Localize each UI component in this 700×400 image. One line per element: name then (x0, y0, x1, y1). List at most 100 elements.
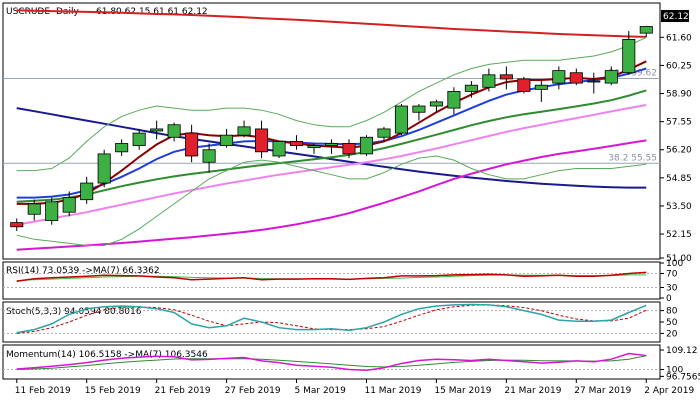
price-tick-2: 58.90 (666, 90, 692, 100)
candle-body-5 (97, 153, 111, 184)
time-label-3: 27 Feb 2019 (225, 386, 281, 396)
candle-body-11 (202, 149, 216, 163)
main-plot-frame (2, 2, 661, 260)
candle-body-1 (27, 203, 41, 215)
candle-body-13 (237, 126, 251, 136)
candle-body-20 (359, 136, 373, 155)
candle-body-18 (324, 143, 339, 146)
time-label-6: 15 Mar 2019 (434, 386, 491, 396)
candle-body-30 (534, 84, 548, 90)
time-label-2: 21 Feb 2019 (155, 386, 211, 396)
price-tick-8: 51.00 (666, 254, 692, 264)
price-tick-5: 54.85 (666, 174, 692, 184)
stoch-title: Stoch(5,3,3) 94.0594 80.8016 (6, 307, 142, 317)
candle-body-21 (377, 128, 391, 138)
instrument-label: USCRUDE (6, 7, 50, 17)
momentum-line (16, 352, 647, 372)
candle-body-6 (115, 143, 129, 153)
candle-body-16 (290, 141, 304, 146)
candle-body-3 (62, 197, 76, 213)
time-label-8: 27 Mar 2019 (574, 386, 631, 396)
candle-body-23 (412, 105, 426, 113)
ohlc-readout: 61.80 62.15 61.61 62.12 (96, 7, 208, 17)
candle-body-28 (499, 74, 513, 80)
momentum-ma-line (16, 355, 647, 370)
price-tick-1: 60.25 (666, 61, 692, 71)
time-label-9: 2 Apr 2019 (644, 386, 694, 396)
candle-body-36 (639, 26, 653, 34)
main-panel: USCRUDE Daily 61.80 62.15 61.61 62.12 50… (2, 2, 692, 264)
stoch-tick-2: 20 (666, 329, 678, 339)
candle-body-31 (552, 70, 566, 84)
stoch-d-line (16, 304, 647, 334)
price-tick-6: 53.50 (666, 202, 692, 212)
stoch-plot-frame (2, 301, 661, 343)
rsi-tick-2: 30 (666, 284, 678, 294)
price-tick-4: 56.20 (666, 146, 692, 156)
rsi-line (16, 271, 647, 282)
price-tick-0: 61.60 (666, 33, 692, 43)
time-label-1: 15 Feb 2019 (85, 386, 141, 396)
candle-body-33 (587, 80, 601, 83)
candle-body-34 (604, 70, 618, 84)
candle-body-19 (342, 143, 356, 155)
candle-body-7 (132, 132, 146, 146)
candle-body-22 (394, 105, 408, 134)
candle-body-10 (185, 132, 199, 157)
stoch-series-layer (3, 303, 660, 334)
momentum-tick-2: 96.7565 (666, 372, 700, 382)
ma-line-7 (16, 36, 647, 172)
rsi-plot-frame (2, 261, 661, 300)
stoch-k-line (16, 303, 647, 334)
time-label-0: 11 Feb 2019 (15, 386, 71, 396)
main-price-axis: 61.60 60.25 58.90 57.55 56.20 54.85 53.50 52.15… (660, 33, 692, 264)
time-axis: 11 Feb 2019 15 Feb 2019 21 Feb 2019 27 Feb … (15, 379, 694, 396)
candle-body-17 (307, 145, 321, 149)
ma-line-8 (16, 155, 647, 246)
candle-body-27 (482, 74, 496, 88)
momentum-tick-1: 100 (666, 365, 683, 375)
ma-line-3 (16, 104, 647, 226)
rsi-tick-1: 70 (666, 270, 678, 280)
momentum-series-layer (3, 352, 660, 372)
candle-body-14 (255, 128, 269, 153)
candle-body-25 (447, 91, 461, 109)
candle-body-9 (167, 124, 181, 138)
time-label-5: 11 Mar 2019 (364, 386, 421, 396)
ma-line-0 (16, 9, 647, 38)
candle-body-32 (569, 72, 583, 84)
time-label-4: 5 Mar 2019 (295, 386, 347, 396)
rsi-tick-0: 100 (666, 259, 683, 269)
last-price-label: 62.12 (663, 12, 689, 22)
momentum-panel: Momentum(14) 106.5158 ->MA(7) 106.3546 1… (2, 344, 700, 382)
ma-line-2 (16, 139, 647, 251)
rsi-series-layer (3, 271, 660, 288)
time-label-7: 21 Mar 2019 (504, 386, 561, 396)
fib-label-1: 38.2 55.55 (608, 153, 657, 163)
candle-body-2 (45, 201, 59, 221)
stoch-tick-0: 80 (666, 307, 678, 317)
rsi-tick-3: 0 (666, 294, 672, 304)
candle-body-24 (429, 101, 443, 107)
ma-line-4 (16, 89, 647, 203)
momentum-tick-0: 109.12 (666, 346, 698, 356)
price-tick-7: 52.15 (666, 230, 692, 240)
candle-body-12 (220, 134, 234, 146)
last-price-badge (661, 10, 689, 22)
candle-body-26 (464, 84, 478, 92)
candle-body-15 (272, 141, 286, 157)
ma-line-1 (16, 107, 647, 189)
candle-body-4 (80, 182, 94, 201)
momentum-title: Momentum(14) 106.5158 ->MA(7) 106.3546 (6, 350, 208, 360)
price-tick-3: 57.55 (666, 118, 692, 128)
candle-body-0 (10, 222, 24, 228)
rsi-title: RSI(14) 73.0539 ->MA(7) 66.3362 (6, 266, 160, 276)
